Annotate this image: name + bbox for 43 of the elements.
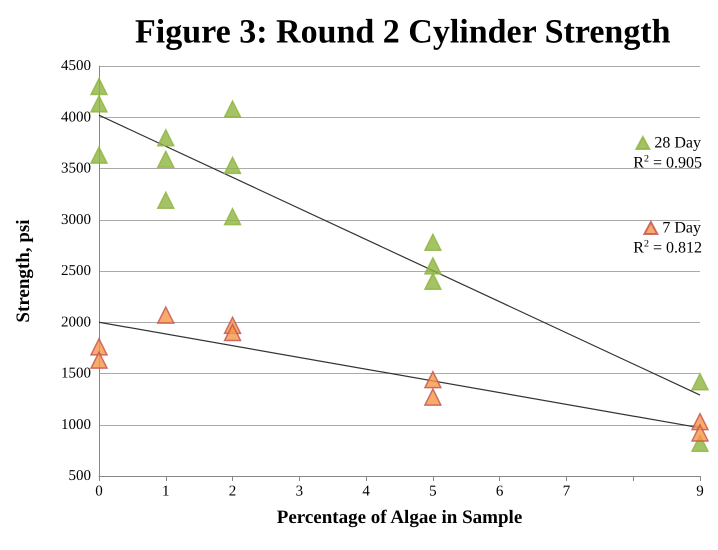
chart-title: Figure 3: Round 2 Cylinder Strength (135, 14, 671, 50)
x-tick-label: 3 (296, 484, 304, 500)
point (424, 388, 442, 406)
y-tick-label: 500 (68, 468, 91, 484)
point (90, 78, 108, 96)
y-tick-label: 4000 (61, 109, 91, 126)
point (90, 351, 108, 369)
x-axis-title: Percentage of Algae in Sample (276, 507, 522, 528)
point (157, 129, 175, 146)
point (224, 324, 242, 342)
x-tick-label: 1 (162, 484, 170, 500)
point (90, 146, 108, 164)
y-tick-label: 4500 (61, 58, 91, 74)
y-tick-label: 3500 (61, 160, 91, 176)
point (424, 272, 442, 290)
legend-label: 7 Day (662, 220, 701, 236)
y-tick-label: 2500 (61, 263, 91, 279)
point (157, 192, 175, 210)
x-tick-label: 9 (696, 484, 704, 500)
point (424, 234, 442, 252)
point (424, 370, 442, 388)
x-tick-label: 2 (228, 484, 236, 500)
point (224, 208, 242, 226)
x-tick-label: 7 (562, 484, 571, 500)
y-tick-label: 3000 (61, 212, 91, 228)
legend-label: 28 Day (654, 134, 701, 152)
point (157, 150, 175, 168)
point (90, 95, 108, 113)
point (224, 156, 242, 174)
point (691, 372, 709, 390)
point (90, 338, 108, 356)
point (224, 100, 242, 118)
x-tick-label: 0 (95, 484, 103, 500)
point (424, 257, 442, 275)
y-tick-label: 1000 (61, 416, 91, 433)
point (157, 306, 175, 324)
point (691, 424, 709, 442)
y-axis-title: Strength, psi (13, 219, 34, 323)
x-tick-label: 6 (496, 484, 504, 500)
x-tick-label: 5 (429, 484, 437, 500)
x-tick-label: 4 (362, 484, 370, 500)
y-tick-label: 1500 (61, 366, 91, 382)
y-tick-label: 2000 (61, 314, 91, 330)
